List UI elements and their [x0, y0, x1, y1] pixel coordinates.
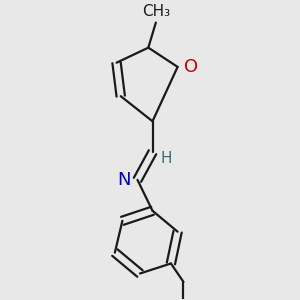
Text: CH₃: CH₃: [142, 4, 170, 19]
Text: H: H: [161, 152, 172, 166]
Text: O: O: [184, 58, 198, 76]
Text: N: N: [117, 171, 131, 189]
